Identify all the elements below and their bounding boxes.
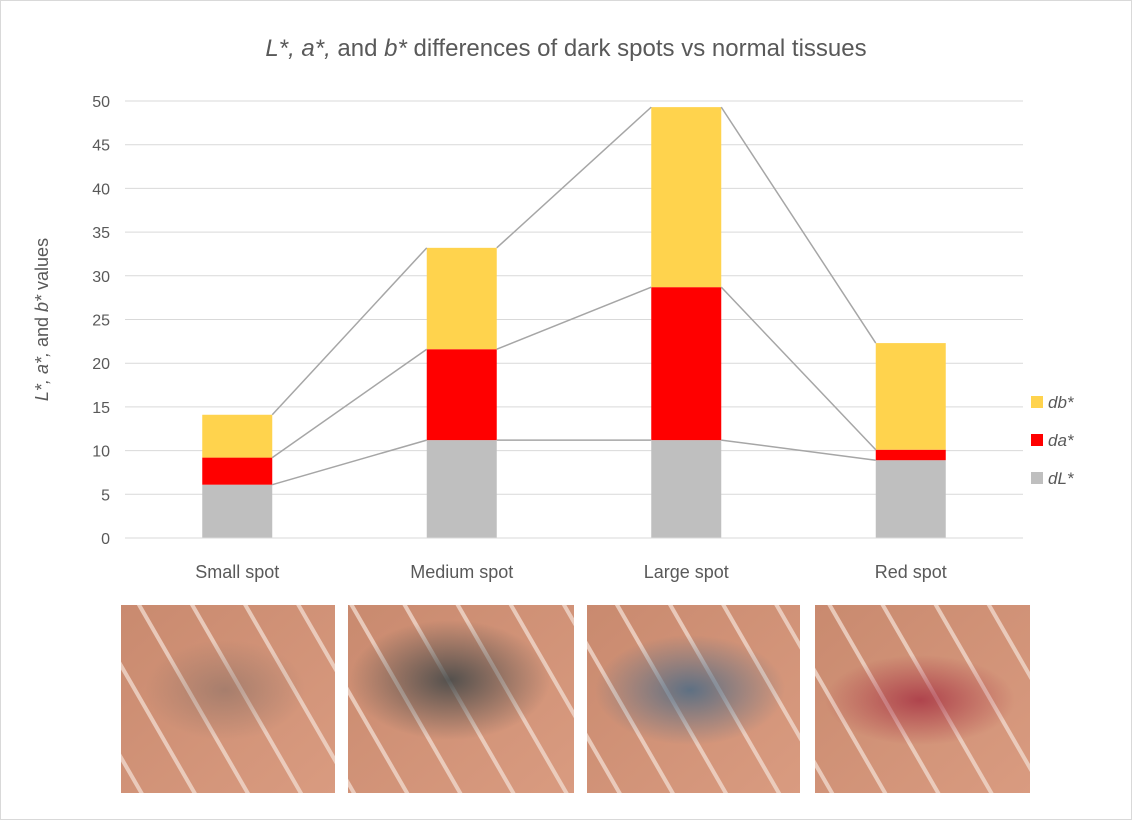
chart-title-part: b* [384,35,407,62]
y-axis-label-part: values [32,238,52,295]
series-line [721,107,876,343]
series-line [272,440,427,485]
bar-segment [202,415,272,458]
y-tick-label: 50 [92,94,110,111]
legend-label: db* [1048,393,1075,412]
y-tick-label: 40 [92,181,110,198]
bar-segment [651,440,721,538]
x-tick-label: Small spot [195,562,279,582]
bar-segment [202,485,272,538]
chart-title: L*, a*, and b* differences of dark spots… [265,35,866,62]
y-axis-label-part: L*, a*, [32,352,52,401]
y-tick-label: 45 [92,138,110,155]
chart-title-part: and [331,35,384,62]
x-tick-label: Medium spot [410,562,513,582]
legend-label: dL* [1048,469,1075,488]
bar-segment [651,287,721,440]
series-line [497,107,652,248]
series-line [721,287,876,450]
legend-swatch [1031,434,1043,446]
y-tick-label: 20 [92,356,110,373]
chart: L*, a*, and b* differences of dark spots… [0,0,1132,820]
bar-segment [427,349,497,440]
y-tick-label: 15 [92,400,110,417]
legend-label: da* [1048,431,1075,450]
legend-swatch [1031,472,1043,484]
y-axis-label-part: b* [32,294,52,312]
bar-segment [427,440,497,538]
y-tick-label: 10 [92,444,110,461]
bar-segment [876,450,946,460]
chart-title-part: L*, a*, [265,35,330,62]
y-tick-label: 0 [101,531,110,548]
bar-segment [202,458,272,485]
series-line [272,349,427,457]
photos [121,605,1030,793]
y-tick-label: 25 [92,313,110,330]
bar-segment [876,460,946,538]
series-line [272,248,427,415]
y-tick-label: 30 [92,269,110,286]
legend-swatch [1031,396,1043,408]
series-line [497,287,652,349]
x-tick-label: Red spot [875,562,947,582]
chart-title-part: differences of dark spots vs normal tiss… [407,35,867,62]
bar-segment [427,248,497,349]
bar-segment [651,107,721,287]
y-tick-label: 5 [101,487,110,504]
bar-segment [876,343,946,450]
x-tick-label: Large spot [644,562,729,582]
y-axis-label: L*, a*, and b* values [32,238,52,401]
y-axis-label-part: and [32,312,52,352]
y-tick-label: 35 [92,225,110,242]
